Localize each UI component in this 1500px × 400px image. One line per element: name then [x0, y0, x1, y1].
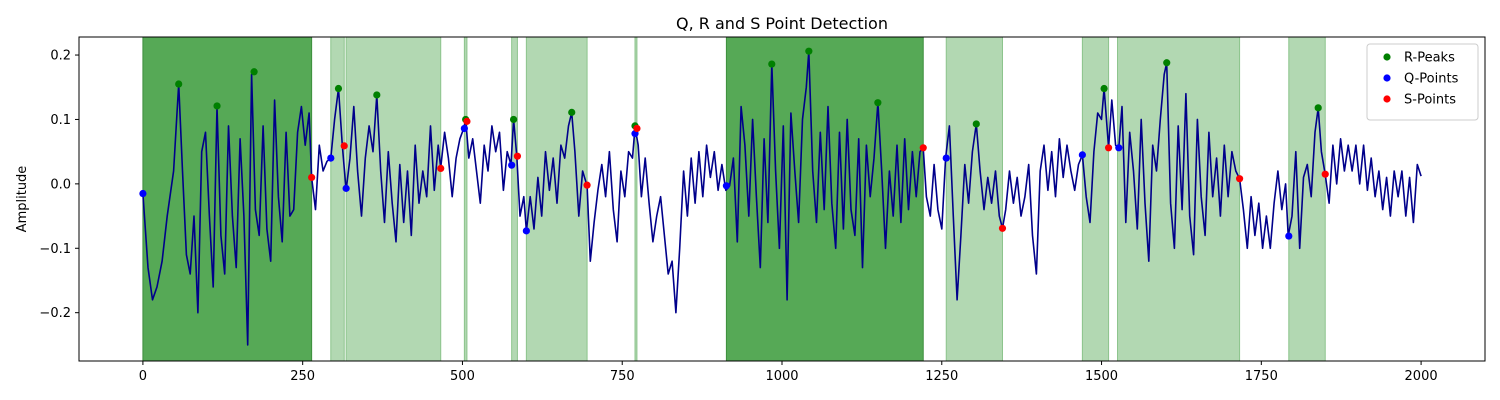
legend-label-r-peaks: R-Peaks — [1404, 51, 1455, 66]
legend-marker-r-peaks — [1383, 53, 1391, 61]
q-points-marker-9 — [942, 154, 950, 162]
legend-label-q-points: Q-Points — [1404, 72, 1459, 87]
r-peaks-marker-15 — [1163, 59, 1171, 67]
q-points-marker-8 — [722, 182, 730, 190]
r-peaks-marker-5 — [373, 91, 381, 99]
s-points-marker-6 — [583, 181, 591, 189]
r-peaks-marker-16 — [1314, 104, 1322, 112]
r-peaks-marker-12 — [874, 99, 882, 107]
r-peaks-marker-7 — [509, 115, 518, 124]
x-tick-label-2000: 2000 — [1405, 369, 1438, 384]
y-tick-label-0: −0.2 — [39, 306, 71, 321]
q-points-marker-6 — [522, 227, 530, 235]
r-peaks-marker-14 — [1100, 84, 1108, 93]
s-points-marker-7 — [633, 124, 641, 133]
r-peaks-marker-13 — [972, 120, 980, 128]
y-tick-label-4: 0.2 — [50, 49, 71, 64]
s-points-marker-5 — [513, 152, 522, 160]
s-points-marker-10 — [1104, 144, 1113, 152]
q-points-marker-5 — [508, 161, 516, 169]
legend[interactable]: R-Peaks Q-Points S-Points — [1366, 43, 1479, 121]
y-axis-label: Amplitude — [15, 166, 30, 233]
shaded-region-12 — [1288, 36, 1326, 362]
x-tick-label-1000: 1000 — [765, 369, 798, 384]
r-peaks-marker-10 — [768, 60, 776, 68]
y-axis: −0.2 −0.1 0.0 0.1 0.2 — [39, 49, 79, 321]
s-points-marker-12 — [1321, 170, 1329, 178]
shaded-regions — [142, 36, 1326, 362]
r-peaks-marker-2 — [213, 102, 221, 110]
s-points-marker-9 — [998, 224, 1007, 232]
r-peaks-marker-11 — [805, 47, 813, 55]
s-points-marker-1 — [308, 173, 316, 182]
y-tick-label-2: 0.0 — [50, 177, 71, 192]
x-axis: 0 250 500 750 1000 1250 1500 1750 2000 — [139, 361, 1438, 384]
legend-marker-s-points — [1383, 95, 1391, 103]
x-tick-label-750: 750 — [610, 369, 635, 384]
shaded-region-4 — [463, 36, 468, 362]
s-points-marker-3 — [437, 164, 445, 173]
s-points-marker-11 — [1235, 175, 1244, 183]
shaded-region-9 — [945, 36, 1003, 362]
y-tick-label-1: −0.1 — [39, 242, 71, 257]
q-points-marker-11 — [1115, 144, 1123, 152]
detection-markers — [139, 47, 1329, 240]
legend-box — [1366, 43, 1479, 121]
s-points-marker-4 — [463, 117, 471, 125]
legend-marker-q-points — [1383, 74, 1391, 82]
x-tick-label-250: 250 — [290, 369, 315, 384]
chart-title: Q, R and S Point Detection — [676, 14, 888, 33]
signal-line — [142, 50, 1422, 346]
x-tick-label-1250: 1250 — [925, 369, 958, 384]
s-points-marker-8 — [919, 144, 927, 152]
r-peaks-marker-4 — [334, 84, 343, 93]
q-points-marker-2 — [327, 154, 335, 162]
q-points-marker-4 — [460, 124, 468, 133]
plot-area — [139, 36, 1422, 362]
q-points-marker-3 — [342, 184, 350, 192]
y-tick-label-3: 0.1 — [50, 113, 71, 128]
s-points-marker-2 — [340, 142, 348, 150]
shaded-region-7 — [634, 36, 638, 362]
x-tick-label-0: 0 — [139, 369, 147, 384]
q-points-marker-1 — [139, 189, 147, 198]
x-tick-label-1750: 1750 — [1245, 369, 1278, 384]
r-peaks-marker-8 — [568, 108, 576, 116]
r-peaks-marker-3 — [250, 68, 258, 76]
r-peaks-marker-1 — [175, 80, 183, 88]
shaded-region-5 — [511, 36, 518, 362]
x-tick-label-500: 500 — [450, 369, 475, 384]
q-points-marker-10 — [1078, 151, 1086, 159]
x-tick-label-1500: 1500 — [1085, 369, 1118, 384]
legend-label-s-points: S-Points — [1404, 93, 1456, 108]
q-points-marker-12 — [1285, 232, 1293, 240]
